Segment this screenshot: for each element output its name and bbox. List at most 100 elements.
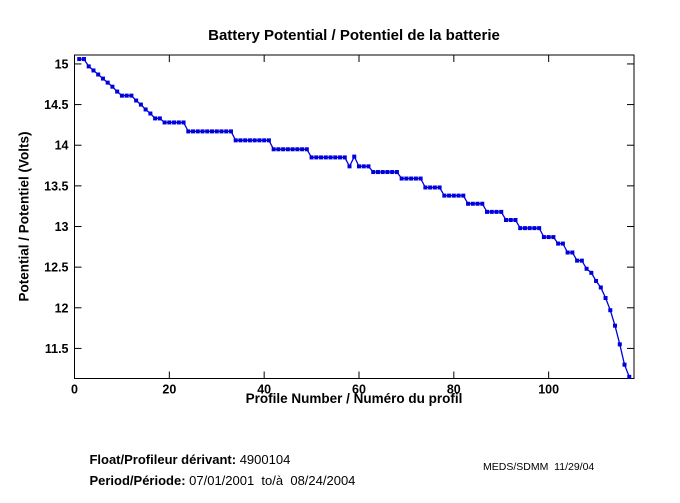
data-marker bbox=[285, 147, 290, 152]
x-tick-label: 100 bbox=[538, 383, 559, 397]
data-marker bbox=[494, 209, 499, 214]
x-tick-label: 60 bbox=[352, 383, 366, 397]
float-id-line: Float/Profileur dérivant: 4900104 bbox=[75, 437, 290, 482]
data-marker bbox=[157, 116, 162, 121]
data-marker bbox=[86, 64, 91, 69]
data-marker bbox=[276, 147, 281, 152]
x-tick-label: 40 bbox=[257, 383, 271, 397]
data-marker bbox=[409, 176, 414, 181]
data-marker bbox=[418, 176, 423, 181]
data-marker bbox=[328, 155, 333, 160]
data-marker bbox=[219, 129, 224, 134]
data-marker bbox=[176, 120, 181, 125]
data-marker bbox=[508, 218, 513, 223]
data-marker bbox=[503, 218, 508, 223]
data-marker bbox=[361, 164, 366, 169]
data-marker bbox=[390, 170, 395, 175]
data-marker bbox=[148, 111, 153, 116]
data-marker bbox=[115, 89, 120, 94]
data-marker bbox=[91, 68, 96, 73]
data-marker bbox=[347, 164, 352, 169]
data-marker bbox=[333, 155, 338, 160]
data-marker bbox=[100, 76, 105, 81]
data-marker bbox=[257, 138, 262, 143]
data-marker bbox=[456, 193, 461, 198]
data-marker bbox=[470, 201, 475, 206]
data-marker bbox=[466, 201, 471, 206]
data-marker bbox=[119, 93, 124, 98]
x-tick-label: 0 bbox=[71, 383, 78, 397]
data-marker bbox=[627, 374, 632, 379]
data-marker bbox=[338, 155, 343, 160]
data-marker bbox=[81, 57, 86, 62]
data-marker bbox=[565, 250, 570, 255]
data-marker bbox=[224, 129, 229, 134]
period-value: 07/01/2001 to/à 08/24/2004 bbox=[185, 473, 356, 488]
data-marker bbox=[366, 164, 371, 169]
data-marker bbox=[613, 323, 618, 328]
y-tick-label: 14.5 bbox=[44, 98, 68, 112]
data-line bbox=[79, 58, 630, 378]
data-marker bbox=[105, 80, 110, 85]
data-marker bbox=[200, 129, 205, 134]
data-marker bbox=[110, 84, 115, 89]
data-marker bbox=[129, 93, 134, 98]
data-marker bbox=[191, 129, 196, 134]
data-marker bbox=[162, 120, 167, 125]
data-marker bbox=[551, 235, 556, 240]
data-marker bbox=[300, 147, 305, 152]
data-marker bbox=[575, 258, 580, 263]
data-marker bbox=[214, 129, 219, 134]
period-label: Period/Période: bbox=[89, 473, 186, 488]
data-marker bbox=[243, 138, 248, 143]
data-marker bbox=[546, 235, 551, 240]
data-marker bbox=[247, 138, 252, 143]
y-tick-label: 15 bbox=[55, 57, 69, 71]
data-marker bbox=[375, 170, 380, 175]
data-marker bbox=[617, 342, 622, 347]
data-marker bbox=[138, 102, 143, 107]
data-marker bbox=[295, 147, 300, 152]
data-marker bbox=[304, 147, 309, 152]
data-marker bbox=[608, 308, 613, 313]
data-marker bbox=[442, 193, 447, 198]
data-marker bbox=[428, 185, 433, 190]
data-marker bbox=[579, 258, 584, 263]
data-marker bbox=[233, 138, 238, 143]
data-marker bbox=[323, 155, 328, 160]
data-marker bbox=[423, 185, 428, 190]
x-tick-label: 80 bbox=[447, 383, 461, 397]
data-marker bbox=[342, 155, 347, 160]
data-marker bbox=[380, 170, 385, 175]
data-marker bbox=[413, 176, 418, 181]
data-marker bbox=[480, 201, 485, 206]
data-marker bbox=[186, 129, 191, 134]
data-marker bbox=[210, 129, 215, 134]
data-marker bbox=[432, 185, 437, 190]
data-marker bbox=[560, 241, 565, 246]
data-marker bbox=[556, 241, 561, 246]
data-marker bbox=[228, 129, 233, 134]
data-marker bbox=[371, 170, 376, 175]
data-marker bbox=[167, 120, 172, 125]
data-marker bbox=[96, 72, 101, 77]
chart-title: Battery Potential / Potentiel de la batt… bbox=[208, 27, 500, 44]
data-marker bbox=[475, 201, 480, 206]
data-marker bbox=[319, 155, 324, 160]
data-marker bbox=[594, 278, 599, 283]
data-marker bbox=[281, 147, 286, 152]
y-tick-label: 11.5 bbox=[45, 342, 69, 356]
data-marker bbox=[262, 138, 267, 143]
credit-text: MEDS/SDMM 11/29/04 bbox=[483, 461, 595, 473]
y-tick-label: 13 bbox=[55, 220, 69, 234]
data-marker bbox=[399, 176, 404, 181]
data-marker bbox=[489, 209, 494, 214]
data-marker bbox=[252, 138, 257, 143]
data-marker bbox=[153, 116, 158, 121]
data-marker bbox=[518, 226, 523, 231]
y-tick-label: 12.5 bbox=[44, 261, 68, 275]
data-marker bbox=[385, 170, 390, 175]
data-marker bbox=[290, 147, 295, 152]
